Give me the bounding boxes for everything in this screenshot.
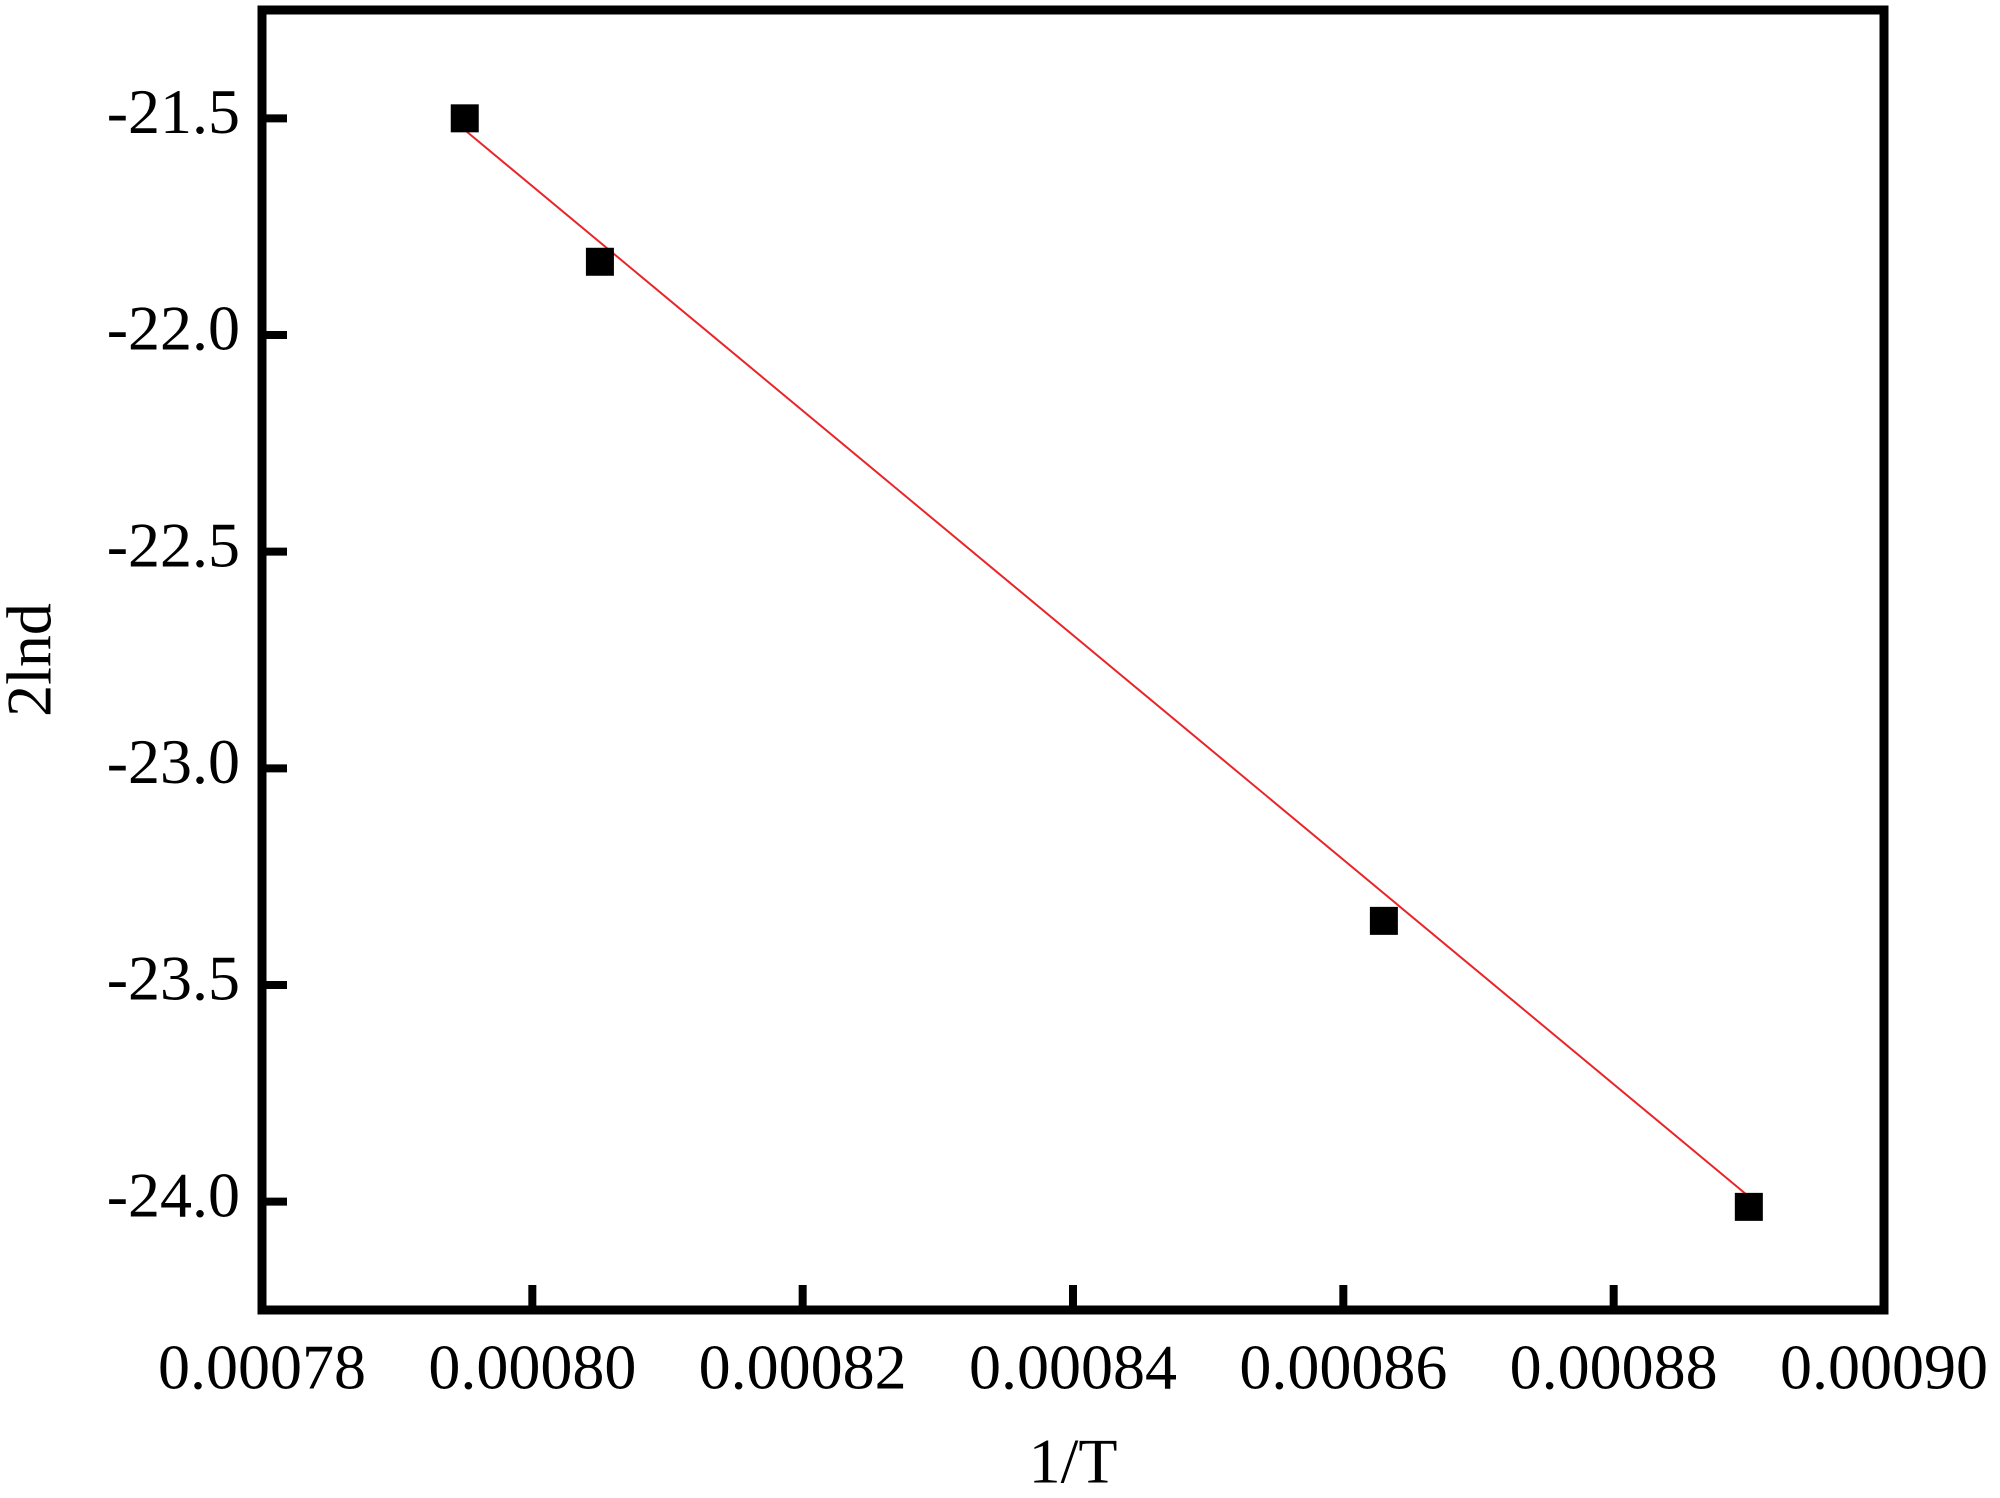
plot-frame [257, 5, 1889, 1315]
y-tick-label: -21.5 [107, 76, 240, 147]
y-tick-label: -22.5 [107, 509, 240, 580]
marker [450, 104, 479, 133]
y-tick-label: -23.0 [107, 726, 240, 797]
x-tick-label: 0.00086 [1239, 1332, 1447, 1403]
x-tick-label: 0.00088 [1510, 1332, 1718, 1403]
y-tick-label: -24.0 [107, 1159, 240, 1230]
marker [1369, 906, 1398, 935]
x-tick-label: 0.00090 [1780, 1332, 1988, 1403]
x-axis-title: 1/T [1029, 1426, 1118, 1497]
fit-line [464, 129, 1750, 1198]
x-tick-label: 0.00082 [699, 1332, 907, 1403]
x-tick-label: 0.00084 [969, 1332, 1177, 1403]
y-axis-title: 2lnd [0, 603, 65, 717]
marker [1734, 1192, 1763, 1221]
marker [585, 247, 614, 276]
x-tick-label: 0.00080 [428, 1332, 636, 1403]
y-tick-label: -22.0 [107, 293, 240, 364]
x-tick-label: 0.00078 [158, 1332, 366, 1403]
y-tick-label: -23.5 [107, 943, 240, 1014]
